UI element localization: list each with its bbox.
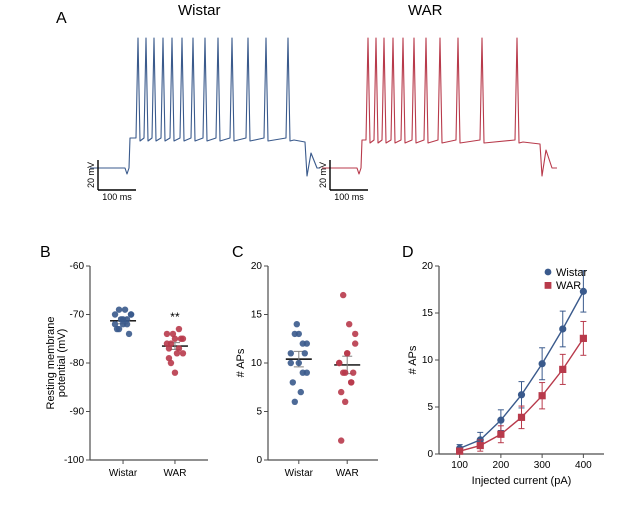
svg-text:0: 0 <box>256 455 262 466</box>
svg-text:10: 10 <box>251 358 263 369</box>
panel-c-chart: 0 5 10 15 20 Wistar WAR # APs <box>234 258 384 490</box>
svg-text:5: 5 <box>256 407 262 418</box>
svg-text:200: 200 <box>493 460 510 471</box>
svg-text:-90: -90 <box>70 407 85 418</box>
figure: { "panelLabels": { "A": "A", "B": "B", "… <box>0 0 624 506</box>
svg-text:20: 20 <box>251 261 263 272</box>
svg-text:WAR: WAR <box>556 280 581 292</box>
panel-d-chart: 0 5 10 15 20 100 200 300 400 WistarWAR Injected cu… <box>405 258 610 490</box>
title-wistar: Wistar <box>178 2 221 19</box>
svg-text:-100: -100 <box>64 455 84 466</box>
panel-label-a: A <box>56 10 67 28</box>
title-war: WAR <box>408 2 442 19</box>
svg-text:300: 300 <box>534 460 551 471</box>
svg-text:20 mV: 20 mV <box>318 162 328 188</box>
svg-text:Wistar: Wistar <box>556 267 588 279</box>
svg-text:potential (mV): potential (mV) <box>56 329 68 397</box>
svg-text:# APs: # APs <box>407 345 419 374</box>
svg-text:-70: -70 <box>70 310 85 321</box>
svg-text:Wistar: Wistar <box>285 468 314 479</box>
svg-text:20 mV: 20 mV <box>86 162 96 188</box>
svg-text:WAR: WAR <box>163 468 186 479</box>
svg-text:5: 5 <box>427 402 433 413</box>
svg-text:Wistar: Wistar <box>109 468 138 479</box>
panel-b-chart: -60-70-80-90-100WistarWAR**Resting membr… <box>44 258 214 490</box>
svg-text:-60: -60 <box>70 261 85 272</box>
svg-text:-80: -80 <box>70 358 85 369</box>
svg-text:15: 15 <box>251 310 263 321</box>
svg-text:# APs: # APs <box>235 348 247 377</box>
svg-text:0: 0 <box>427 449 433 460</box>
trace-war: 20 mV 100 ms <box>312 28 567 208</box>
svg-text:100 ms: 100 ms <box>334 192 364 202</box>
svg-text:20: 20 <box>422 261 434 272</box>
svg-text:**: ** <box>170 310 180 324</box>
svg-text:10: 10 <box>422 355 434 366</box>
svg-text:100: 100 <box>451 460 468 471</box>
svg-text:Injected current (pA): Injected current (pA) <box>472 475 572 487</box>
svg-text:100 ms: 100 ms <box>102 192 132 202</box>
trace-wistar: 20 mV 100 ms <box>80 28 335 208</box>
svg-text:15: 15 <box>422 308 434 319</box>
svg-text:400: 400 <box>575 460 592 471</box>
svg-text:WAR: WAR <box>336 468 359 479</box>
